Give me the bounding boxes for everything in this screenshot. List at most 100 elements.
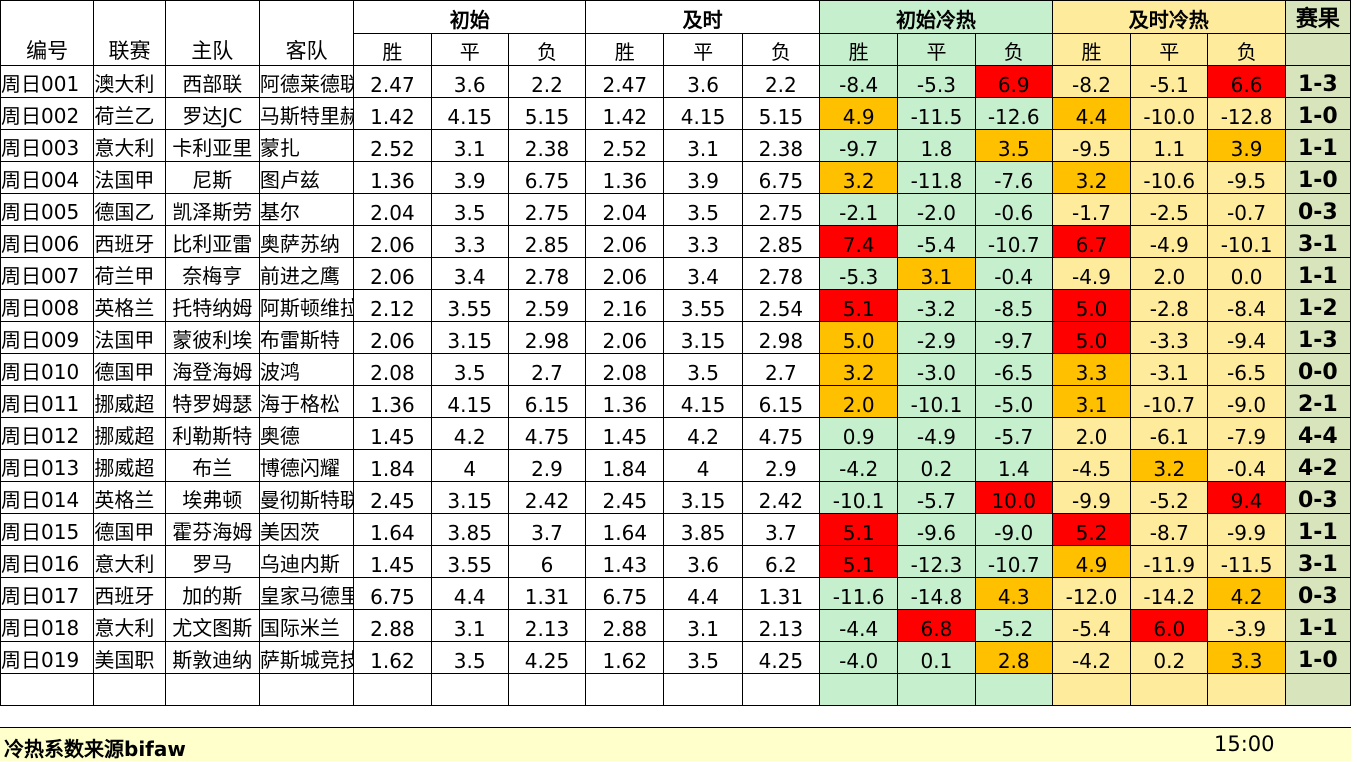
cell-league[interactable]: 挪威超 <box>93 385 166 418</box>
cell-result[interactable]: 1-0 <box>1284 641 1352 674</box>
cell-live-heat-loss[interactable]: 0.0 <box>1207 257 1286 290</box>
cell-home-team[interactable]: 西部联 <box>164 65 260 98</box>
cell-live-loss[interactable]: 5.15 <box>741 97 821 130</box>
cell-live-heat-win[interactable]: 3.2 <box>1051 161 1132 194</box>
cell-live-loss[interactable]: 2.85 <box>741 225 821 258</box>
empty-cell[interactable] <box>663 673 743 706</box>
cell-initial-loss[interactable]: 2.42 <box>507 481 587 514</box>
cell-initial-heat-draw[interactable]: -11.8 <box>897 161 976 194</box>
cell-live-win[interactable]: 1.42 <box>585 97 665 130</box>
cell-initial-loss[interactable]: 6.75 <box>507 161 587 194</box>
empty-cell[interactable] <box>1051 673 1132 706</box>
cell-initial-draw[interactable]: 3.85 <box>430 513 509 546</box>
cell-league[interactable]: 西班牙 <box>93 577 166 610</box>
cell-live-heat-loss[interactable]: -12.8 <box>1207 97 1286 130</box>
cell-initial-heat-win[interactable]: 5.1 <box>819 513 899 546</box>
cell-live-win[interactable]: 2.52 <box>585 129 665 162</box>
cell-initial-draw[interactable]: 4.15 <box>430 385 509 418</box>
cell-live-loss[interactable]: 6.15 <box>741 385 821 418</box>
cell-live-loss[interactable]: 2.98 <box>741 321 821 354</box>
cell-home-team[interactable]: 尤文图斯 <box>164 609 260 642</box>
cell-league[interactable]: 荷兰甲 <box>93 257 166 290</box>
sub-header-win[interactable]: 胜 <box>585 33 665 66</box>
cell-initial-heat-loss[interactable]: -8.5 <box>974 289 1053 322</box>
cell-live-win[interactable]: 2.47 <box>585 65 665 98</box>
cell-initial-heat-draw[interactable]: -12.3 <box>897 545 976 578</box>
cell-initial-loss[interactable]: 1.31 <box>507 577 587 610</box>
cell-initial-heat-win[interactable]: 4.9 <box>819 97 899 130</box>
cell-live-heat-loss[interactable]: -0.4 <box>1207 449 1286 482</box>
cell-initial-heat-loss[interactable]: -5.2 <box>974 609 1053 642</box>
header-initial-heat[interactable]: 初始冷热 <box>819 0 1053 34</box>
cell-live-draw[interactable]: 3.9 <box>663 161 743 194</box>
cell-initial-heat-loss[interactable]: 6.9 <box>974 65 1053 98</box>
cell-match-id[interactable]: 周日011 <box>0 385 95 418</box>
cell-initial-draw[interactable]: 3.15 <box>430 481 509 514</box>
cell-match-id[interactable]: 周日019 <box>0 641 95 674</box>
cell-live-heat-loss[interactable]: -9.5 <box>1207 161 1286 194</box>
cell-initial-draw[interactable]: 3.55 <box>430 545 509 578</box>
cell-live-heat-loss[interactable]: -9.4 <box>1207 321 1286 354</box>
cell-initial-heat-win[interactable]: -10.1 <box>819 481 899 514</box>
cell-live-win[interactable]: 1.64 <box>585 513 665 546</box>
cell-league[interactable]: 美国职 <box>93 641 166 674</box>
cell-initial-win[interactable]: 2.47 <box>353 65 432 98</box>
cell-initial-win[interactable]: 2.06 <box>353 321 432 354</box>
cell-initial-heat-win[interactable]: -4.4 <box>819 609 899 642</box>
cell-live-loss[interactable]: 4.75 <box>741 417 821 450</box>
cell-initial-win[interactable]: 2.06 <box>353 225 432 258</box>
cell-initial-heat-win[interactable]: -8.4 <box>819 65 899 98</box>
cell-initial-heat-draw[interactable]: -10.1 <box>897 385 976 418</box>
cell-live-win[interactable]: 6.75 <box>585 577 665 610</box>
cell-initial-heat-win[interactable]: 5.1 <box>819 545 899 578</box>
cell-away-team[interactable]: 蒙扎 <box>258 129 355 162</box>
sub-header-loss[interactable]: 负 <box>974 33 1053 66</box>
cell-home-team[interactable]: 特罗姆瑟 <box>164 385 260 418</box>
cell-initial-heat-win[interactable]: -2.1 <box>819 193 899 226</box>
cell-live-heat-loss[interactable]: 9.4 <box>1207 481 1286 514</box>
empty-cell[interactable] <box>0 673 95 706</box>
cell-live-heat-loss[interactable]: -10.1 <box>1207 225 1286 258</box>
cell-initial-draw[interactable]: 3.5 <box>430 353 509 386</box>
cell-initial-win[interactable]: 2.45 <box>353 481 432 514</box>
cell-live-loss[interactable]: 2.9 <box>741 449 821 482</box>
cell-live-draw[interactable]: 3.1 <box>663 129 743 162</box>
cell-live-heat-win[interactable]: 6.7 <box>1051 225 1132 258</box>
cell-live-draw[interactable]: 4.2 <box>663 417 743 450</box>
cell-live-heat-loss[interactable]: -3.9 <box>1207 609 1286 642</box>
sub-header-loss[interactable]: 负 <box>1207 33 1286 66</box>
cell-live-draw[interactable]: 4.15 <box>663 385 743 418</box>
cell-match-id[interactable]: 周日012 <box>0 417 95 450</box>
cell-initial-heat-win[interactable]: -4.2 <box>819 449 899 482</box>
cell-away-team[interactable]: 奥萨苏纳 <box>258 225 355 258</box>
cell-live-win[interactable]: 2.08 <box>585 353 665 386</box>
sub-header-win[interactable]: 胜 <box>1051 33 1132 66</box>
cell-initial-draw[interactable]: 4.2 <box>430 417 509 450</box>
cell-live-heat-win[interactable]: 4.4 <box>1051 97 1132 130</box>
cell-initial-loss[interactable]: 6.15 <box>507 385 587 418</box>
header-result[interactable]: 赛果 <box>1284 0 1352 34</box>
cell-live-heat-draw[interactable]: -4.9 <box>1130 225 1209 258</box>
cell-initial-draw[interactable]: 3.55 <box>430 289 509 322</box>
cell-live-loss[interactable]: 2.2 <box>741 65 821 98</box>
cell-initial-loss[interactable]: 4.25 <box>507 641 587 674</box>
cell-home-team[interactable]: 凯泽斯劳 <box>164 193 260 226</box>
cell-result[interactable]: 1-3 <box>1284 65 1352 98</box>
cell-initial-draw[interactable]: 4.15 <box>430 97 509 130</box>
cell-live-win[interactable]: 2.45 <box>585 481 665 514</box>
cell-initial-heat-win[interactable]: 3.2 <box>819 353 899 386</box>
cell-away-team[interactable]: 布雷斯特 <box>258 321 355 354</box>
cell-away-team[interactable]: 萨斯城竞技 <box>258 641 355 674</box>
cell-initial-heat-draw[interactable]: -11.5 <box>897 97 976 130</box>
cell-result[interactable]: 1-2 <box>1284 289 1352 322</box>
cell-match-id[interactable]: 周日005 <box>0 193 95 226</box>
empty-cell[interactable] <box>353 673 432 706</box>
cell-home-team[interactable]: 海登海姆 <box>164 353 260 386</box>
cell-initial-win[interactable]: 2.06 <box>353 257 432 290</box>
cell-initial-heat-loss[interactable]: -9.0 <box>974 513 1053 546</box>
cell-away-team[interactable]: 国际米兰 <box>258 609 355 642</box>
header-id[interactable]: 编号 <box>0 0 95 66</box>
cell-live-heat-win[interactable]: -4.5 <box>1051 449 1132 482</box>
cell-initial-heat-draw[interactable]: 0.1 <box>897 641 976 674</box>
cell-initial-heat-win[interactable]: 5.0 <box>819 321 899 354</box>
